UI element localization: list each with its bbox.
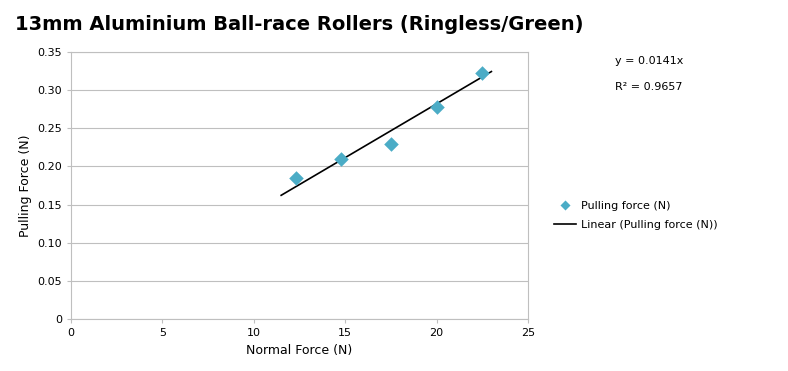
Point: [335, 156, 348, 162]
Text: y = 0.0141x: y = 0.0141x: [615, 56, 683, 66]
Text: R² = 0.9657: R² = 0.9657: [615, 82, 682, 92]
Point: [476, 70, 489, 76]
Point: [430, 104, 443, 110]
Point: [289, 175, 302, 181]
Text: 13mm Aluminium Ball-race Rollers (Ringless/Green): 13mm Aluminium Ball-race Rollers (Ringle…: [15, 15, 584, 34]
Point: [385, 141, 397, 147]
Legend: Pulling force (N), Linear (Pulling force (N)): Pulling force (N), Linear (Pulling force…: [549, 196, 723, 234]
Y-axis label: Pulling Force (N): Pulling Force (N): [19, 134, 32, 237]
X-axis label: Normal Force (N): Normal Force (N): [247, 344, 352, 357]
